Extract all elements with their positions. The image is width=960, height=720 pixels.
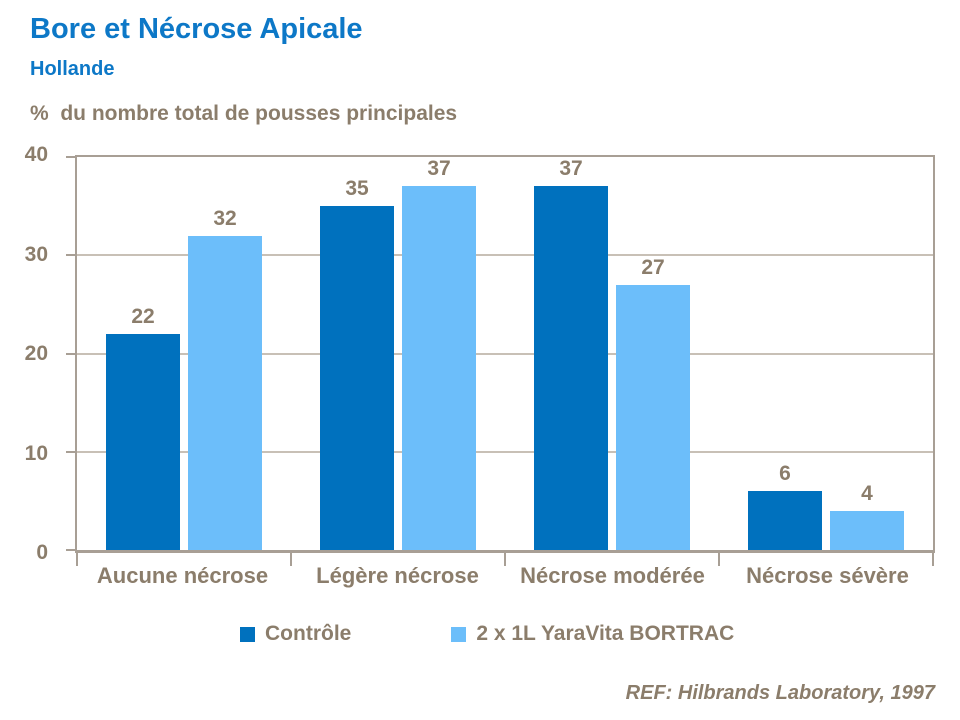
legend-label: 2 x 1L YaraVita BORTRAC (476, 622, 735, 645)
y-axis-tick (66, 352, 77, 355)
bar-value-label: 27 (641, 255, 665, 279)
x-axis-label: Nécrose modérée (520, 563, 705, 588)
legend-label: Contrôle (265, 622, 352, 645)
legend-swatch (240, 626, 255, 642)
reference-text: REF: Hilbrands Laboratory, 1997 (625, 682, 935, 704)
gridline (77, 254, 933, 257)
y-axis-tick (66, 549, 77, 551)
plot-area: 22 32 35 37 37 27 6 4 (66, 155, 935, 566)
bar-value-label: 32 (213, 206, 237, 230)
category-group: 37 27 (505, 157, 719, 550)
bar (534, 186, 608, 550)
legend-item: Contrôle (240, 622, 351, 646)
legend-item: 2 x 1L YaraVita BORTRAC (451, 622, 734, 646)
chart-axis-title: % du nombre total de pousses principales (30, 102, 458, 125)
bar-value-label: 22 (131, 304, 155, 328)
category-group: 35 37 (291, 157, 505, 550)
y-axis-tick (66, 254, 77, 257)
y-tick-label: 0 (36, 541, 48, 564)
legend-swatch (451, 626, 467, 642)
bar (320, 206, 394, 550)
x-axis-tick (290, 553, 292, 566)
bar-value-label: 6 (779, 462, 791, 486)
x-axis-labels: Aucune nécrose Légère nécrose Nécrose modé… (75, 563, 935, 593)
bar-value-label: 37 (559, 157, 583, 181)
y-axis-labels: 0 10 20 30 40 (0, 143, 60, 564)
y-tick-label: 20 (24, 342, 48, 365)
bar (616, 284, 690, 550)
bar-value-label: 35 (345, 177, 369, 201)
chart-legend: Contrôle 2 x 1L YaraVita BORTRAC (240, 622, 734, 646)
slide-title: Bore et Nécrose Apicale (30, 13, 363, 45)
x-axis-tick (718, 553, 720, 566)
gridline (77, 352, 933, 355)
gridline (77, 450, 933, 453)
x-axis-tick (504, 553, 506, 566)
bar (106, 333, 180, 550)
bar (188, 235, 262, 550)
bar (830, 510, 904, 550)
y-tick-label: 30 (24, 242, 48, 266)
bar-value-label: 4 (861, 481, 873, 505)
y-axis-tick (66, 156, 77, 158)
bar (402, 186, 476, 550)
bar (748, 491, 822, 550)
x-axis-label: Nécrose sévère (746, 563, 909, 588)
x-axis-tick (76, 553, 78, 566)
bar-value-label: 37 (427, 157, 451, 181)
slide-subtitle: Hollande (30, 58, 115, 80)
y-tick-label: 10 (24, 441, 48, 465)
category-group: 22 32 (77, 157, 291, 550)
x-axis-label: Légère nécrose (316, 563, 479, 588)
x-axis-label: Aucune nécrose (96, 563, 269, 588)
y-tick-label: 40 (24, 143, 48, 166)
y-axis-tick (66, 450, 77, 453)
x-axis-tick (932, 553, 934, 566)
